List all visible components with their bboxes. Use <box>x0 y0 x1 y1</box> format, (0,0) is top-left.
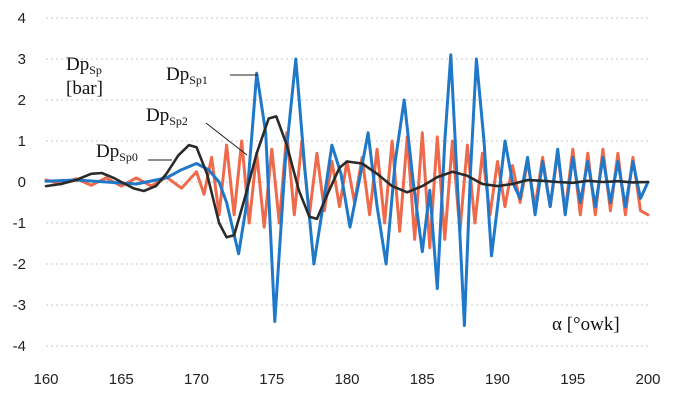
y-tick-label: -3 <box>13 297 26 314</box>
y-tick-label: -1 <box>13 215 26 232</box>
x-tick-label: 170 <box>184 371 209 388</box>
x-tick-labels: 160 165 170 175 180 185 190 195 200 <box>33 371 660 388</box>
y-tick-label: 3 <box>18 51 26 68</box>
series-label-dpsp0: DpSp0 <box>96 141 138 164</box>
y-tick-label: 0 <box>18 174 26 191</box>
x-tick-label: 175 <box>259 371 284 388</box>
x-tick-label: 185 <box>410 371 435 388</box>
leader-line-dpsp2 <box>205 122 248 156</box>
series-lines <box>44 53 650 327</box>
series-label-dpsp2: DpSp2 <box>146 105 188 128</box>
x-tick-label: 190 <box>485 371 510 388</box>
x-tick-label: 165 <box>109 371 134 388</box>
y-tick-label: -2 <box>13 256 26 273</box>
x-tick-label: 195 <box>560 371 585 388</box>
x-axis-label: α [°owk] <box>552 314 620 335</box>
y-axis-label: DpSp <box>66 54 102 77</box>
y-tick-labels: 4 3 2 1 0 -1 -2 -3 -4 <box>13 10 26 355</box>
x-tick-label: 160 <box>33 371 58 388</box>
y-tick-label: 2 <box>18 92 26 109</box>
series-line-dpsp1 <box>44 53 650 327</box>
series-label-dpsp1: DpSp1 <box>166 64 208 87</box>
y-tick-label: 4 <box>18 10 26 27</box>
x-tick-label: 180 <box>334 371 359 388</box>
x-tick-label: 200 <box>635 371 660 388</box>
y-tick-label: 1 <box>18 133 26 150</box>
annotation-leaders <box>148 74 258 161</box>
y-tick-label: -4 <box>13 338 26 355</box>
series-line-dpsp0 <box>44 115 650 239</box>
y-axis-unit: [bar] <box>66 78 103 99</box>
